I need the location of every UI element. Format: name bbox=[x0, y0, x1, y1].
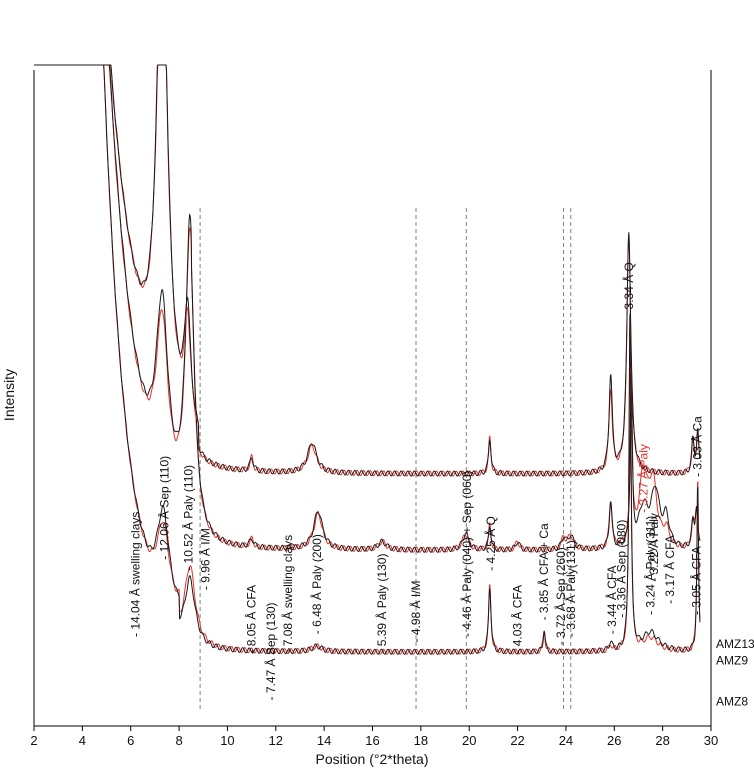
peak-annotation: - 3.05 Å CFA bbox=[689, 546, 704, 615]
x-tick-label: 8 bbox=[175, 733, 182, 748]
series-trace-amz8-red bbox=[34, 64, 701, 477]
peak-annotation: - 3.27 Å Paly bbox=[635, 444, 650, 513]
peak-annotation: - 4.98 Å I/M bbox=[408, 580, 423, 642]
peak-annotation: - 9.96 Å I/M bbox=[198, 528, 213, 590]
peak-annotation: - 6.48 Å Paly (200) bbox=[309, 534, 324, 634]
series-traces bbox=[34, 64, 701, 655]
x-tick-label: 14 bbox=[317, 733, 331, 748]
peak-annotation: - 12.06 Å Sep (110) bbox=[157, 456, 172, 560]
series-trace-amz9-black bbox=[34, 64, 701, 553]
peak-annotation: - 10.52 Å Paly (110) bbox=[181, 465, 196, 571]
x-axis-label: Position (°2*theta) bbox=[316, 751, 429, 767]
x-tick-label: 16 bbox=[365, 733, 379, 748]
peak-annotation: - 3.22 Å Paly bbox=[646, 513, 661, 582]
peak-annotation: - 4.03 Å CFA bbox=[510, 585, 525, 654]
peak-annotation: - 4.25 Å Q bbox=[483, 516, 498, 571]
peak-annotation: - 14.04 Å swelling clays bbox=[128, 512, 143, 637]
sample-label-amz9: AMZ9 bbox=[716, 653, 748, 667]
peak-annotation: - 3.72 Å Sep (260) bbox=[553, 547, 568, 645]
peak-annotation: - 3.17 Å CFA bbox=[662, 535, 677, 604]
x-tick-label: 18 bbox=[414, 733, 428, 748]
reference-lines bbox=[199, 208, 572, 712]
x-tick-label: 24 bbox=[559, 733, 573, 748]
x-tick-label: 10 bbox=[220, 733, 234, 748]
peak-annotation: - 3.85 Å CFA + Ca bbox=[536, 523, 551, 620]
series-trace-amz9-red bbox=[34, 64, 701, 553]
x-tick-label: 26 bbox=[607, 733, 621, 748]
peak-annotation: - 5.39 Å Paly (130) bbox=[374, 554, 389, 654]
peak-annotation: - 8.05 Å CFA bbox=[244, 585, 259, 654]
peak-annotation: - 3.44 Å CFA bbox=[604, 565, 619, 634]
sample-labels: AMZ13 AMZ9 AMZ8 bbox=[716, 637, 754, 709]
series-trace-amz13-black bbox=[34, 64, 701, 655]
peak-annotation: - 3.03 Å Ca bbox=[690, 416, 705, 477]
y-axis-label: Intensity bbox=[1, 369, 17, 421]
sample-label-amz13: AMZ13 bbox=[716, 637, 754, 651]
peak-annotation: - 3.68 Å Paly(131) bbox=[563, 540, 578, 637]
x-tick-label: 22 bbox=[510, 733, 524, 748]
x-tick-label: 12 bbox=[269, 733, 283, 748]
x-tick-label: 6 bbox=[127, 733, 134, 748]
peak-annotation: - 4.46 Å Paly (040) + Sep (060) bbox=[459, 471, 474, 637]
x-tick-label: 28 bbox=[655, 733, 669, 748]
peak-annotation: - 3.36 Å Sep (080) bbox=[614, 520, 629, 618]
peak-annotations: - 12.06 Å Sep (110) - 10.52 Å Paly (110) -… bbox=[128, 262, 705, 700]
x-tick-label: 2 bbox=[30, 733, 37, 748]
peak-annotation: - 7.08 Å swelling clays bbox=[280, 535, 295, 654]
sample-label-amz8: AMZ8 bbox=[716, 695, 748, 709]
x-tick-label: 4 bbox=[79, 733, 86, 748]
peak-annotation: - 3.24 Å Paly (311) bbox=[643, 516, 658, 615]
peak-annotation: - 7.47 Å Sep (130) bbox=[263, 602, 278, 700]
series-trace-amz8-black bbox=[34, 64, 701, 477]
peak-annotation: - 3.34 Å Q bbox=[621, 262, 636, 317]
x-ticks: 2 4 6 8 10 12 14 16 18 20 22 24 26 28 30 bbox=[30, 726, 718, 748]
x-tick-label: 30 bbox=[704, 733, 718, 748]
x-tick-label: 20 bbox=[462, 733, 476, 748]
